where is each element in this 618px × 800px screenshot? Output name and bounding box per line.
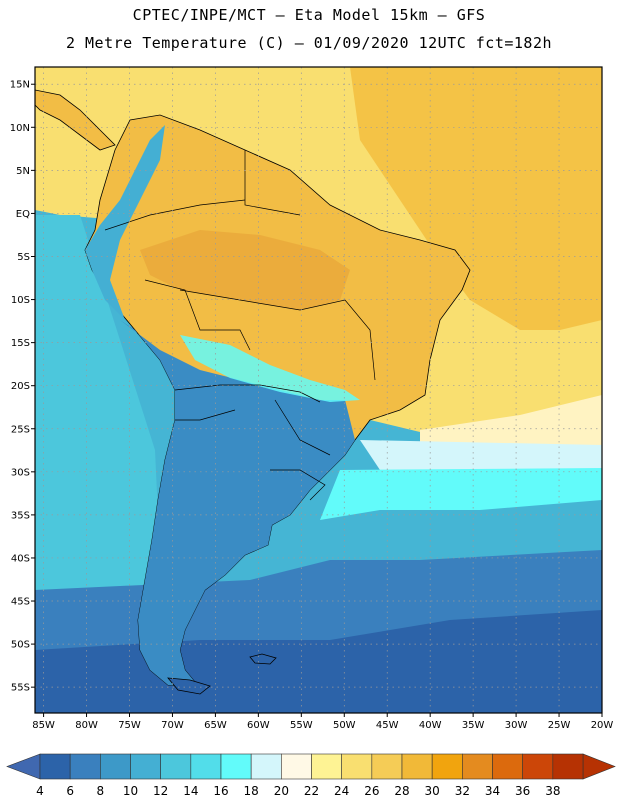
colorbar-swatch (160, 753, 192, 780)
lat-tick-label: 15N (10, 80, 30, 91)
cyan-ocean-band (320, 468, 602, 520)
colorbar-label: 8 (97, 784, 105, 798)
tierra-del-fuego (167, 677, 211, 695)
cold-land-region (120, 320, 355, 688)
colorbar-label: 16 (213, 784, 228, 798)
transition-land-band (180, 335, 360, 402)
lat-tick-label: 10S (11, 295, 30, 306)
colorbar-swatch (69, 753, 101, 780)
lon-tick-label: 20W (591, 720, 614, 731)
colorbar-label: 4 (36, 784, 44, 798)
colorbar-swatch (130, 753, 161, 780)
colorbar-high-arrow (582, 753, 616, 780)
lon-tick-label: 80W (75, 720, 98, 731)
map-frame (34, 66, 603, 714)
colorbar-swatch (492, 753, 523, 780)
map-title-line-2: 2 Metre Temperature (C) – 01/09/2020 12U… (65, 34, 553, 52)
lon-tick-label: 70W (161, 720, 184, 731)
colorbar-label: 38 (545, 784, 560, 798)
lon-tick-label: 60W (247, 720, 270, 731)
colorbar-swatch (190, 753, 222, 780)
lat-tick-label: 35S (11, 510, 30, 521)
colorbar-swatch (220, 753, 252, 780)
pacific-cyan-region (35, 215, 160, 640)
colorbar-label: 32 (455, 784, 470, 798)
lon-tick-label: 50W (333, 720, 356, 731)
colorbar-swatch (431, 753, 463, 780)
colorbar-low-arrow (6, 753, 41, 780)
colorbar-label: 6 (66, 784, 74, 798)
lon-tick-label: 55W (290, 720, 313, 731)
colorbar-swatch (250, 753, 282, 780)
colorbar-swatch (462, 753, 493, 780)
colorbar-label: 20 (274, 784, 289, 798)
lat-tick-label: 15S (11, 338, 30, 349)
lat-tick-label: 50S (11, 640, 30, 651)
lat-tick-label: 5N (16, 166, 30, 177)
central-america-land (35, 89, 116, 151)
lon-tick-label: 85W (32, 720, 55, 731)
colorbar-swatch (39, 753, 71, 780)
lon-tick-label: 45W (376, 720, 399, 731)
axis-ticks: 15N 10N 5N EQ 5S 10S 15S 20S 25S 30S 35S 40S 45S 50S 5… (10, 80, 614, 731)
lon-tick-label: 75W (118, 720, 141, 731)
colorbar-label: 22 (304, 784, 319, 798)
colorbar-label: 28 (394, 784, 409, 798)
colorbar-label: 12 (153, 784, 168, 798)
lat-tick-label: 20S (11, 381, 30, 392)
lat-tick-label: 25S (11, 424, 30, 435)
colorbar-label: 10 (123, 784, 138, 798)
falkland-islands (249, 653, 277, 665)
andes-cold-strip (85, 125, 165, 320)
colorbar-label: 34 (485, 784, 500, 798)
colorbar-swatch (311, 753, 342, 780)
lat-tick-label: 10N (10, 123, 30, 134)
map-title-line-1: CPTEC/INPE/MCT – Eta Model 15km – GFS (132, 6, 486, 24)
colorbar-label: 18 (244, 784, 259, 798)
hot-ocean-region (350, 67, 602, 330)
lat-tick-label: 55S (11, 683, 30, 694)
colorbar-swatch (401, 753, 433, 780)
country-borders (104, 150, 376, 501)
pale-ocean-band (420, 395, 602, 455)
lat-tick-label: 30S (11, 467, 30, 478)
colorbar-label: 14 (183, 784, 198, 798)
lon-tick-label: 35W (462, 720, 485, 731)
hot-interior-region (140, 230, 350, 310)
colorbar-label: 26 (364, 784, 379, 798)
lon-tick-label: 25W (548, 720, 571, 731)
colorbar-swatch (371, 753, 403, 780)
lat-tick-label: 5S (17, 252, 30, 263)
graticule (35, 67, 603, 713)
colorbar-swatch (552, 753, 584, 780)
lon-tick-label: 65W (204, 720, 227, 731)
colorbar-swatch (341, 753, 373, 780)
lat-tick-label: EQ (16, 209, 30, 220)
colorbar-label: 24 (334, 784, 349, 798)
lat-tick-label: 40S (11, 553, 30, 564)
map-field (35, 67, 602, 713)
lat-tick-label: 45S (11, 597, 30, 608)
colorbar-label: 30 (425, 784, 440, 798)
colorbar-label: 36 (515, 784, 530, 798)
colorbar-swatch (281, 753, 312, 780)
colorbar-swatch (100, 753, 131, 780)
colorbar-swatch (522, 753, 554, 780)
lon-tick-label: 30W (505, 720, 528, 731)
lon-tick-label: 40W (419, 720, 442, 731)
